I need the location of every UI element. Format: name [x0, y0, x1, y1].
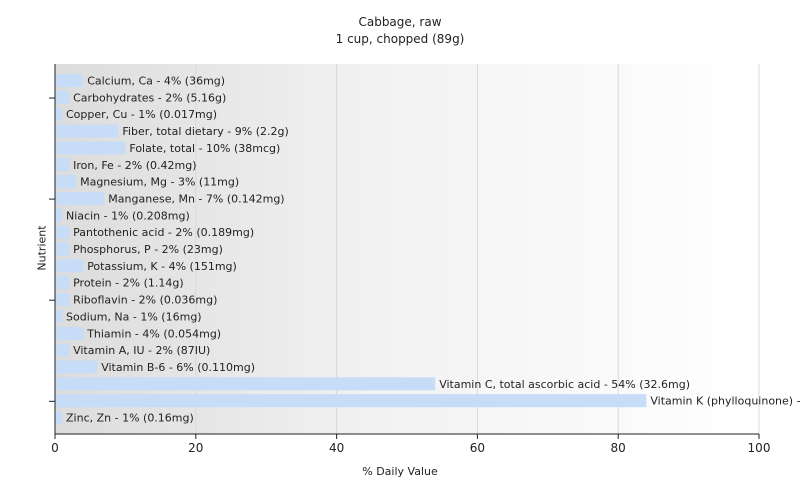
bar-label-9: Pantothenic acid - 2% (0.189mg) [73, 226, 254, 239]
bar-16 [55, 343, 70, 357]
bar-label-10: Phosphorus, P - 2% (23mg) [73, 243, 223, 256]
x-tick-label-2: 40 [329, 441, 344, 455]
x-tick-label-1: 20 [188, 441, 203, 455]
x-tick-label-4: 80 [611, 441, 626, 455]
bar-label-20: Zinc, Zn - 1% (0.16mg) [66, 412, 194, 425]
bar-label-12: Protein - 2% (1.14g) [73, 277, 184, 290]
bar-label-19: Vitamin K (phylloquinone) - 84% (67.6mcg… [650, 395, 800, 408]
chart-title: Cabbage, raw [358, 15, 442, 29]
bar-label-4: Folate, total - 10% (38mcg) [129, 142, 280, 155]
bar-13 [55, 293, 70, 307]
x-tick-label-0: 0 [51, 441, 59, 455]
bar-0 [55, 74, 84, 87]
bar-18 [55, 377, 436, 391]
plot-background [55, 64, 759, 434]
bar-2 [55, 107, 62, 121]
x-axis-label: % Daily Value [362, 465, 438, 478]
bar-label-5: Iron, Fe - 2% (0.42mg) [73, 159, 196, 172]
bar-17 [55, 360, 98, 374]
x-tick-label-5: 100 [748, 441, 771, 455]
bar-4 [55, 141, 126, 155]
bar-11 [55, 259, 84, 273]
bar-15 [55, 326, 84, 340]
bar-label-6: Magnesium, Mg - 3% (11mg) [80, 176, 239, 189]
bar-19 [55, 394, 647, 408]
bar-label-14: Sodium, Na - 1% (16mg) [66, 310, 202, 323]
bar-12 [55, 276, 70, 290]
bar-label-1: Carbohydrates - 2% (5.16g) [73, 91, 226, 104]
bar-label-13: Riboflavin - 2% (0.036mg) [73, 294, 217, 307]
bar-label-3: Fiber, total dietary - 9% (2.2g) [122, 125, 288, 138]
bar-8 [55, 208, 62, 222]
bar-10 [55, 242, 70, 256]
bar-label-2: Copper, Cu - 1% (0.017mg) [66, 108, 217, 121]
y-axis-label: Nutrient [35, 225, 49, 271]
bar-5 [55, 158, 70, 172]
x-tick-label-3: 60 [470, 441, 485, 455]
chart-subtitle: 1 cup, chopped (89g) [335, 32, 465, 46]
bar-label-7: Manganese, Mn - 7% (0.142mg) [108, 193, 284, 206]
bar-label-18: Vitamin C, total ascorbic acid - 54% (32… [439, 378, 690, 391]
bar-6 [55, 175, 77, 189]
bar-9 [55, 225, 70, 239]
bar-3 [55, 124, 119, 138]
bar-20 [55, 411, 62, 424]
bar-label-16: Vitamin A, IU - 2% (87IU) [73, 344, 210, 357]
bar-label-0: Calcium, Ca - 4% (36mg) [87, 75, 225, 88]
bar-1 [55, 90, 70, 104]
bar-14 [55, 309, 62, 323]
bar-label-11: Potassium, K - 4% (151mg) [87, 260, 237, 273]
bar-label-15: Thiamin - 4% (0.054mg) [86, 327, 221, 340]
bar-label-17: Vitamin B-6 - 6% (0.110mg) [101, 361, 255, 374]
bar-7 [55, 192, 105, 205]
bar-label-8: Niacin - 1% (0.208mg) [66, 209, 190, 222]
